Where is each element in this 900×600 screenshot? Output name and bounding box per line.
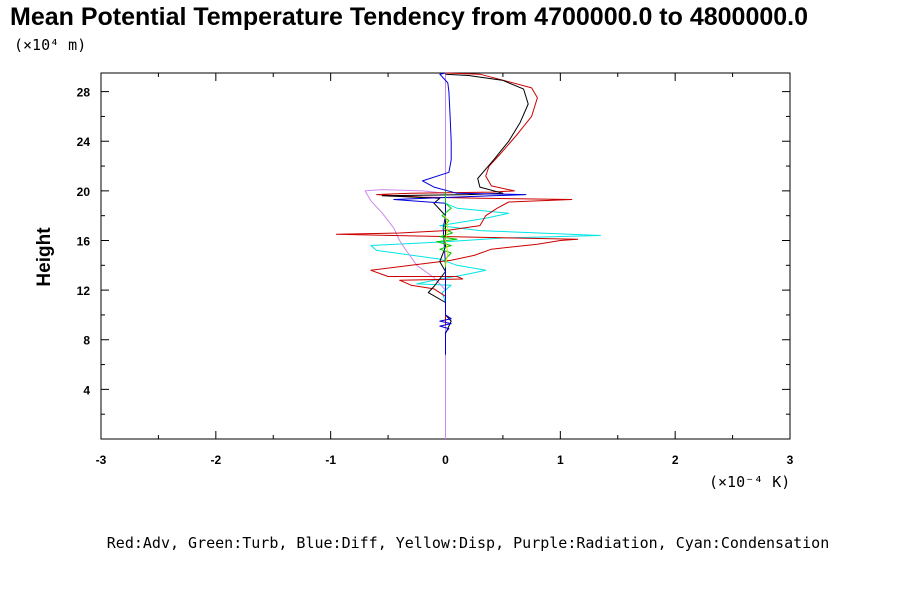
chart-title: Mean Potential Temperature Tendency from… (10, 3, 808, 31)
series-diff-line (393, 72, 527, 355)
x-tick-label: 1 (557, 453, 564, 467)
legend: Red:Adv, Green:Turb, Blue:Diff, Yellow:D… (107, 534, 829, 552)
x-tick-label: 0 (442, 453, 449, 467)
y-tick-label: 4 (83, 383, 90, 397)
x-tick-label: 2 (672, 453, 679, 467)
axis-ticks (100, 73, 791, 439)
x-tick-label: 3 (787, 453, 794, 467)
series-disp-line (445, 215, 449, 266)
series-total-line (381, 73, 529, 355)
y-tick-label: 20 (77, 185, 91, 199)
y-tick-label: 24 (77, 135, 91, 149)
y-tick-label: 8 (83, 334, 90, 348)
x-tick-label: -2 (210, 453, 221, 467)
series-radiation-line (364, 73, 446, 439)
series-condensation-line (370, 73, 601, 439)
y-tick-label: 28 (77, 86, 91, 100)
x-tick-label: -1 (325, 453, 336, 467)
series-adv-line (335, 72, 579, 325)
y-axis-label: Height (34, 227, 55, 287)
y-tick-label: 12 (77, 284, 91, 298)
y-tick-label: 16 (77, 234, 91, 248)
x-unit-label: (×10⁻⁴ K) (709, 473, 790, 491)
y-unit-label: (×10⁴ m) (14, 36, 86, 54)
series-group (335, 72, 601, 439)
x-tick-label: -3 (96, 453, 107, 467)
